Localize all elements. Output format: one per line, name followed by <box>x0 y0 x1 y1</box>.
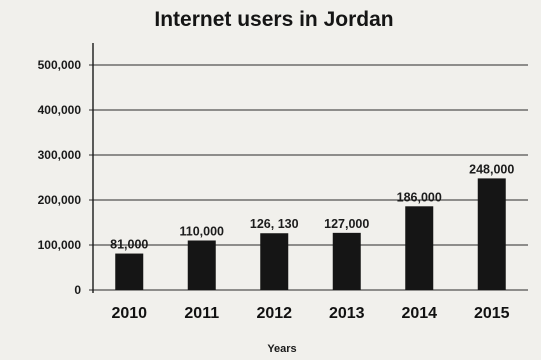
data-label-2010: 81,000 <box>110 238 148 252</box>
x-tick-label-2011: 2011 <box>184 305 219 322</box>
x-tick-label-2013: 2013 <box>329 305 365 322</box>
data-labels: 81,000 110,000 126, 130 127,000 186,000 248,0… <box>110 162 514 251</box>
y-tick-label: 100,000 <box>38 238 82 252</box>
data-label-2014: 186,000 <box>397 190 442 204</box>
gridlines <box>89 64 528 291</box>
x-axis-title: Years <box>267 343 296 355</box>
x-tick-label-2010: 2010 <box>111 305 147 322</box>
y-tick-label: 0 <box>74 283 81 297</box>
y-axis-ticks: 0 100,000 200,000 300,000 400,000 500,000 <box>38 58 82 297</box>
y-tick-label: 300,000 <box>38 148 82 162</box>
data-label-2012: 126, 130 <box>250 217 299 231</box>
x-tick-label-2014: 2014 <box>401 305 437 322</box>
data-label-2011: 110,000 <box>180 225 225 239</box>
y-tick-label: 200,000 <box>38 193 82 207</box>
bar-2013 <box>332 232 361 290</box>
data-label-2013: 127,000 <box>324 217 369 231</box>
x-tick-label-2015: 2015 <box>474 305 510 322</box>
data-label-2015: 248,000 <box>469 162 514 176</box>
bar-2015 <box>477 178 506 290</box>
x-axis-ticks: 2010 2011 2012 2013 2014 2015 <box>111 305 509 322</box>
bar-2011 <box>187 240 216 290</box>
x-tick-label-2012: 2012 <box>256 305 292 322</box>
bars <box>115 178 506 290</box>
bar-2012 <box>260 233 289 290</box>
bar-2010 <box>115 253 144 290</box>
y-tick-label: 400,000 <box>38 103 82 117</box>
chart-title: Internet users in Jordan <box>154 8 393 31</box>
bar-2014 <box>405 206 434 290</box>
y-tick-label: 500,000 <box>38 58 82 72</box>
